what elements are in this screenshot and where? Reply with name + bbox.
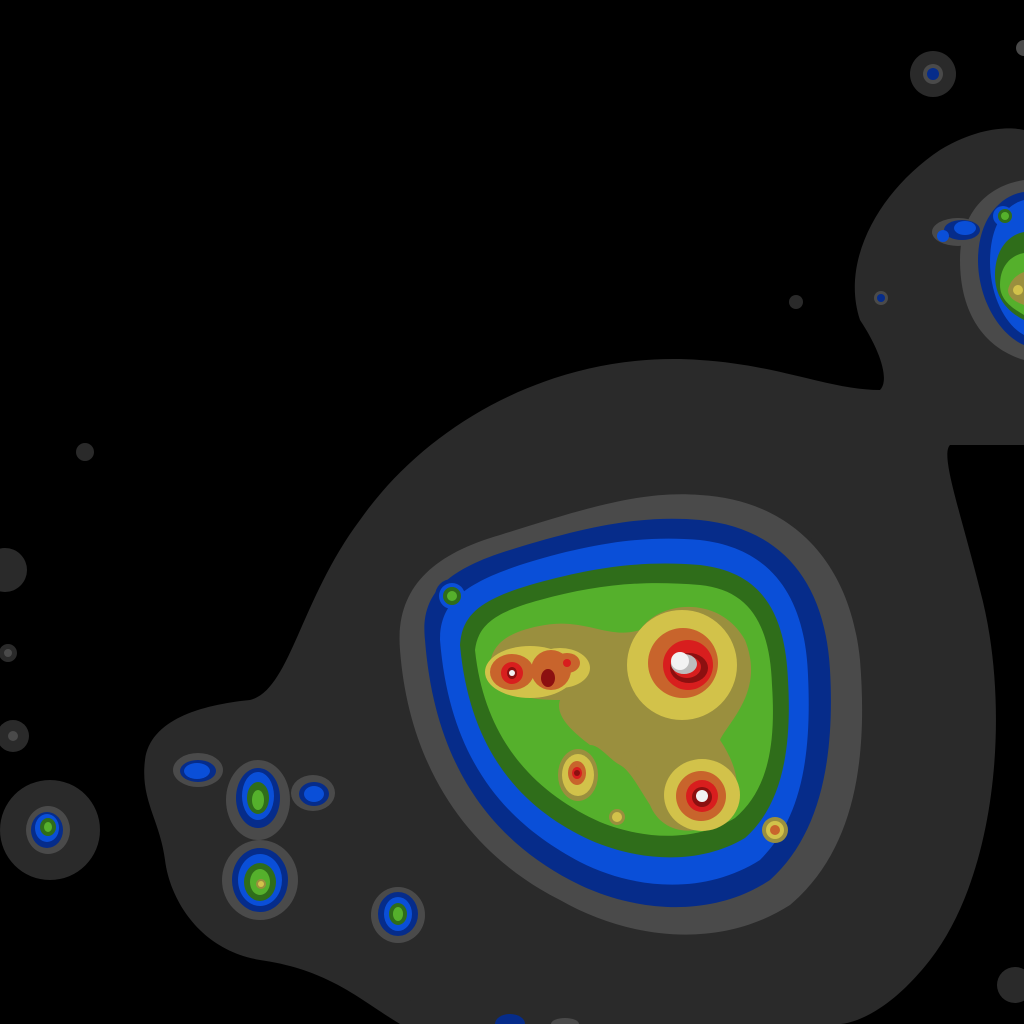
bottom-fragments — [495, 1014, 579, 1024]
peaks — [509, 652, 708, 802]
